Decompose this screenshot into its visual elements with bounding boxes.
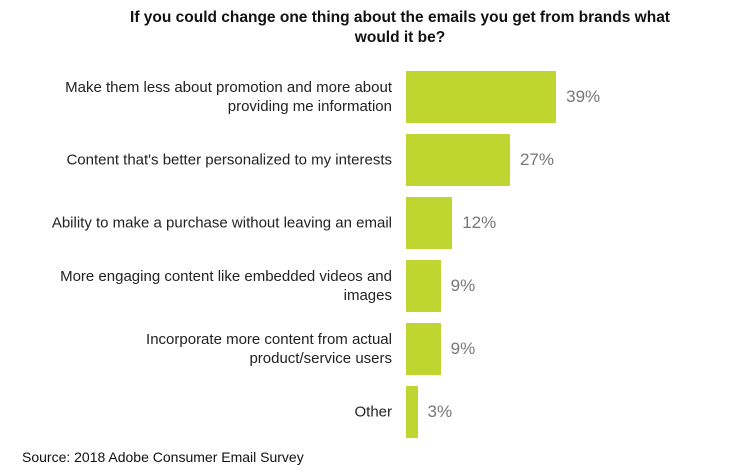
category-label: More engaging content like embedded vide… (60, 268, 392, 304)
bar (406, 71, 557, 123)
data-label: 27% (519, 150, 554, 169)
data-label: 9% (450, 276, 476, 295)
bar (406, 197, 453, 249)
category-label: Incorporate more content from actual pro… (146, 331, 392, 367)
bar (406, 323, 441, 375)
category-label: Other (354, 403, 392, 421)
data-label: 9% (450, 339, 476, 358)
data-label: 39% (566, 87, 601, 106)
source-note: Source: 2018 Adobe Consumer Email Survey (22, 449, 304, 465)
data-label: 3% (427, 402, 453, 421)
bar (406, 260, 441, 312)
data-label: 12% (462, 213, 497, 232)
chart-title: If you could change one thing about the … (130, 9, 670, 46)
category-label: Content that's better personalized to my… (66, 151, 392, 169)
bar (406, 134, 510, 186)
category-label: Ability to make a purchase without leavi… (51, 214, 392, 232)
category-label: Make them less about promotion and more … (65, 79, 392, 115)
bar (406, 386, 418, 438)
